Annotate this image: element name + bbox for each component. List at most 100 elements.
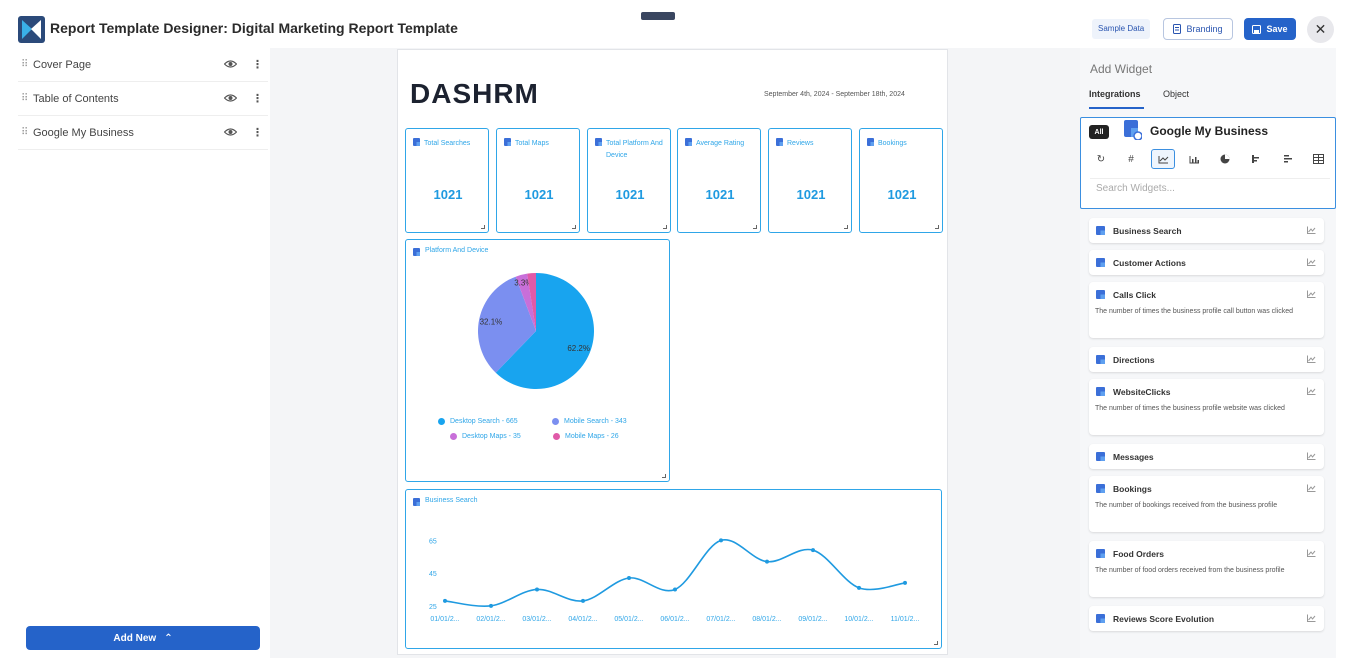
table-filter-icon[interactable]	[1306, 149, 1330, 169]
pie-slice-label: 62.2%	[567, 344, 590, 353]
resize-handle-icon[interactable]	[935, 225, 939, 229]
pie-slice-label: 32.1%	[480, 318, 503, 327]
resize-handle-icon[interactable]	[481, 225, 485, 229]
gmb-icon	[1096, 549, 1105, 558]
gmb-icon	[413, 248, 420, 256]
tab-object[interactable]: Object	[1163, 89, 1190, 99]
data-point[interactable]	[627, 576, 631, 580]
line-chart-filter-icon[interactable]	[1151, 149, 1175, 169]
kpi-card-total-searches[interactable]: Total Searches 1021	[405, 128, 489, 233]
more-options-icon[interactable]: ⋮	[252, 59, 263, 71]
gmb-icon	[1096, 387, 1105, 396]
line-chart-icon	[1307, 258, 1316, 266]
sidebar-item-table-of-contents[interactable]: ⠿ Table of Contents ⋮	[18, 82, 268, 116]
pie-slice[interactable]	[478, 276, 536, 373]
x-tick-label: 08/01/2...	[752, 616, 781, 623]
save-label: Save	[1266, 24, 1288, 34]
line-chart-icon	[1307, 387, 1316, 395]
eye-icon[interactable]	[224, 127, 237, 137]
refresh-filter-icon[interactable]: ↻	[1096, 153, 1106, 165]
drag-handle-icon[interactable]: ⠿	[21, 93, 28, 104]
data-point[interactable]	[535, 587, 539, 592]
widget-card-reviews-score-evolution[interactable]: Reviews Score Evolution	[1089, 606, 1324, 631]
kpi-card-average-rating[interactable]: Average Rating 1021	[677, 128, 761, 233]
bar-chart-filter-icon[interactable]	[1182, 149, 1206, 169]
line-chart-icon	[1307, 452, 1316, 460]
widget-card-website-clicks[interactable]: WebsiteClicks The number of times the bu…	[1089, 379, 1324, 435]
more-options-icon[interactable]: ⋮	[252, 127, 263, 139]
kpi-card-reviews[interactable]: Reviews 1021	[768, 128, 852, 233]
document-icon	[1173, 24, 1182, 34]
legend-label: Mobile Maps - 26	[565, 433, 619, 440]
resize-handle-icon[interactable]	[572, 225, 576, 229]
date-range: September 4th, 2024 - September 18th, 20…	[764, 91, 905, 98]
kpi-label: Total Platform And Device	[606, 140, 663, 159]
legend-item[interactable]: Desktop Maps - 35	[450, 433, 521, 440]
gmb-icon	[413, 498, 420, 506]
data-point[interactable]	[765, 559, 769, 564]
kpi-label: Average Rating	[696, 140, 745, 147]
data-point[interactable]	[581, 598, 585, 603]
kpi-card-total-maps[interactable]: Total Maps 1021	[496, 128, 580, 233]
resize-handle-icon[interactable]	[934, 641, 938, 645]
horizontal-bar-filter-icon[interactable]	[1276, 149, 1300, 169]
widget-card-customer-actions[interactable]: Customer Actions	[1089, 250, 1324, 275]
widget-card-food-orders[interactable]: Food Orders The number of food orders re…	[1089, 541, 1324, 597]
pie-chart: 62.2% 32.1% 3.3%	[478, 273, 594, 389]
legend-label: Desktop Maps - 35	[462, 433, 521, 440]
tab-integrations[interactable]: Integrations	[1089, 89, 1141, 99]
sidebar-item-label: Cover Page	[33, 58, 92, 71]
search-widgets-input[interactable]	[1090, 178, 1330, 198]
sample-data-button[interactable]: Sample Data	[1092, 19, 1151, 39]
line-chart-icon	[1307, 614, 1316, 622]
widget-card-business-search[interactable]: Business Search	[1089, 218, 1324, 243]
kpi-value: 1021	[887, 187, 917, 202]
line-chart-widget[interactable]: Business Search	[405, 489, 942, 649]
data-point[interactable]	[673, 587, 677, 592]
data-point[interactable]	[857, 585, 861, 590]
resize-handle-icon[interactable]	[663, 225, 667, 229]
branding-button[interactable]: Branding	[1163, 18, 1233, 40]
legend-item[interactable]: Mobile Maps - 26	[553, 433, 619, 440]
pie-slice[interactable]	[527, 273, 536, 331]
kpi-card-total-platform-and-device[interactable]: Total Platform And Device 1021	[587, 128, 671, 233]
save-button[interactable]: Save	[1244, 18, 1296, 40]
data-point[interactable]	[443, 598, 447, 603]
kpi-card-bookings[interactable]: Bookings 1021	[859, 128, 943, 233]
y-tick-label: 45	[429, 571, 437, 578]
x-tick-label: 11/01/2...	[891, 616, 920, 623]
drag-handle-icon[interactable]: ⠿	[21, 127, 28, 138]
resize-handle-icon[interactable]	[662, 474, 666, 478]
x-tick-label: 04/01/2...	[568, 616, 597, 623]
legend-item[interactable]: Mobile Search - 343	[552, 418, 627, 425]
widget-card-messages[interactable]: Messages	[1089, 444, 1324, 469]
widget-card-description: The number of times the business profile…	[1095, 308, 1294, 315]
widget-card-bookings[interactable]: Bookings The number of bookings received…	[1089, 476, 1324, 532]
pie-chart-filter-icon[interactable]	[1213, 149, 1237, 169]
eye-icon[interactable]	[224, 59, 237, 69]
x-tick-label: 02/01/2...	[476, 616, 505, 623]
legend-item[interactable]: Desktop Search - 665	[438, 418, 518, 425]
sidebar-item-google-my-business[interactable]: ⠿ Google My Business ⋮	[18, 116, 268, 150]
widget-card-calls-click[interactable]: Calls Click The number of times the busi…	[1089, 282, 1324, 338]
resize-handle-icon[interactable]	[844, 225, 848, 229]
widget-card-directions[interactable]: Directions	[1089, 347, 1324, 372]
close-button[interactable]: ✕	[1307, 16, 1334, 43]
eye-icon[interactable]	[224, 93, 237, 103]
data-point[interactable]	[489, 603, 493, 608]
number-filter-icon[interactable]: #	[1128, 153, 1134, 165]
drag-handle-icon[interactable]: ⠿	[21, 59, 28, 70]
data-point[interactable]	[903, 580, 907, 585]
more-options-icon[interactable]: ⋮	[252, 93, 263, 105]
sidebar-item-cover-page[interactable]: ⠿ Cover Page ⋮	[18, 48, 268, 82]
add-new-button[interactable]: Add New ⌃	[26, 626, 260, 650]
pie-slice[interactable]	[515, 273, 536, 331]
all-filter-chip[interactable]: All	[1089, 125, 1109, 139]
data-point[interactable]	[811, 548, 815, 553]
pie-slice[interactable]	[495, 273, 594, 389]
resize-handle-icon[interactable]	[753, 225, 757, 229]
data-point[interactable]	[719, 538, 723, 543]
column-chart-filter-icon[interactable]	[1244, 149, 1268, 169]
pie-slice-label: 3.3%	[514, 279, 532, 288]
status-indicator	[641, 12, 675, 20]
